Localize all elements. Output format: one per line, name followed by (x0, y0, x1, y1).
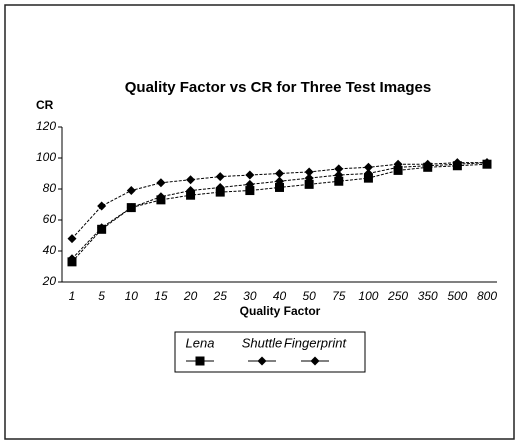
marker (67, 234, 77, 244)
marker (334, 164, 344, 174)
marker (245, 179, 255, 189)
x-tick-label: 30 (243, 289, 257, 303)
marker (304, 173, 314, 183)
marker (156, 178, 166, 188)
marker (126, 203, 136, 213)
marker (334, 176, 344, 186)
x-tick-label: 20 (183, 289, 198, 303)
marker (482, 158, 492, 168)
marker (67, 254, 77, 264)
marker (363, 162, 373, 172)
marker (245, 170, 255, 180)
legend-box (174, 331, 366, 373)
marker (156, 192, 166, 202)
y-tick-label: 100 (36, 150, 56, 164)
x-tick-label: 1 (69, 289, 76, 303)
marker (215, 172, 225, 182)
x-tick-label: 800 (477, 289, 497, 303)
marker (363, 169, 373, 178)
x-tick-label: 15 (154, 289, 168, 303)
marker (245, 186, 255, 196)
marker (186, 175, 196, 185)
x-axis-label: Quality Factor (240, 304, 321, 318)
marker (334, 170, 344, 180)
marker (126, 186, 136, 196)
legend-label: Fingerprint (284, 335, 348, 350)
y-tick-label: 120 (36, 119, 56, 133)
y-tick-label: 40 (43, 243, 57, 257)
legend-label: Shuttle (242, 335, 282, 350)
chart-title: Quality Factor vs CR for Three Test Imag… (125, 79, 431, 96)
marker (257, 356, 267, 366)
marker (195, 356, 205, 366)
marker (304, 167, 314, 177)
x-tick-label: 100 (358, 289, 378, 303)
marker (97, 223, 107, 233)
legend-label: Lena (186, 335, 215, 350)
y-axis-label: CR (36, 98, 54, 112)
marker (304, 179, 314, 189)
y-tick-label: 20 (42, 274, 57, 288)
x-tick-label: 5 (98, 289, 105, 303)
frame (4, 4, 515, 440)
marker (452, 158, 462, 168)
marker (275, 176, 284, 186)
marker (186, 190, 196, 200)
marker (275, 169, 284, 178)
marker (423, 159, 433, 169)
marker (275, 182, 284, 192)
marker (215, 187, 225, 197)
marker (97, 201, 107, 211)
marker (363, 173, 373, 183)
x-tick-label: 10 (125, 289, 139, 303)
marker (215, 182, 225, 192)
x-tick-label: 25 (213, 289, 228, 303)
x-tick-label: 350 (418, 289, 438, 303)
x-tick-label: 40 (273, 289, 287, 303)
x-tick-label: 250 (387, 289, 408, 303)
x-tick-label: 75 (332, 289, 346, 303)
x-tick-label: 500 (447, 289, 467, 303)
x-tick-label: 50 (302, 289, 316, 303)
y-tick-label: 60 (43, 212, 57, 226)
marker (186, 186, 196, 196)
marker (310, 356, 320, 366)
marker (393, 159, 403, 169)
y-tick-label: 80 (43, 181, 57, 195)
